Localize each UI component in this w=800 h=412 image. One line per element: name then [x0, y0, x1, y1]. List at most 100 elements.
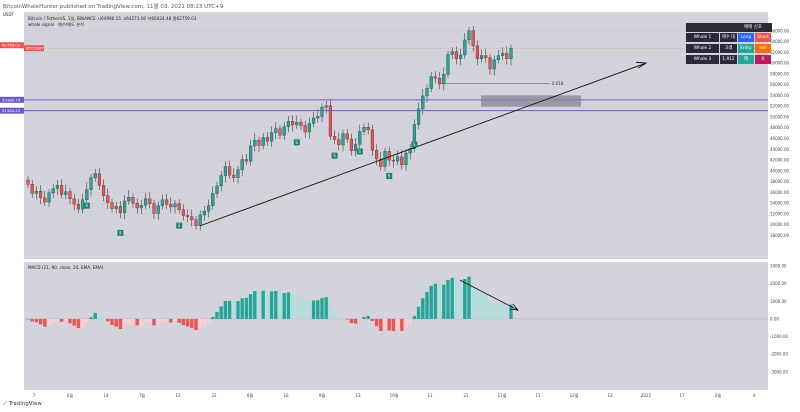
- candle: [505, 46, 509, 65]
- macd-bar: [59, 318, 64, 322]
- lower-zone-tag: 51164.20: [0, 107, 24, 114]
- signal-marker: S: [331, 152, 338, 159]
- x-axis-tick: 6월: [67, 392, 74, 398]
- candle: [215, 182, 219, 199]
- candle: [391, 154, 395, 168]
- macd-legend: MACD (21, 90, close, 24, EMA, EMA): [28, 265, 104, 270]
- candle: [135, 198, 139, 214]
- candle: [110, 198, 114, 213]
- macd-bar: [496, 303, 501, 319]
- candle: [144, 192, 148, 210]
- candle: [240, 154, 244, 177]
- macd-bar: [47, 318, 51, 326]
- candle: [236, 165, 240, 184]
- candle: [253, 133, 257, 152]
- macd-bar: [135, 318, 139, 326]
- macd-bar: [425, 291, 429, 319]
- macd-bar: [148, 318, 152, 323]
- macd-bar: [223, 300, 228, 319]
- candle: [354, 138, 358, 157]
- candle: [333, 130, 337, 145]
- macd-bar: [43, 318, 47, 327]
- macd-bar: [366, 315, 370, 319]
- x-axis-tick: 14: [103, 393, 109, 398]
- price-axis-tick: 38000.00: [770, 179, 790, 184]
- macd-bar: [467, 276, 471, 319]
- macd-bar: [68, 318, 72, 324]
- candle: [349, 133, 353, 156]
- price-axis-tick: 50000.00: [770, 114, 790, 119]
- svg-text:S: S: [178, 223, 181, 228]
- svg-text:BTCUSDT: BTCUSDT: [26, 46, 44, 51]
- price-legend: Bitcoin / TetherUS, 1일, BINANCE 시64990.1…: [28, 16, 197, 21]
- candle: [173, 199, 177, 214]
- x-axis-tick: 22: [211, 393, 217, 398]
- candle: [249, 139, 253, 166]
- macd-bar: [190, 318, 194, 328]
- candle: [219, 171, 223, 192]
- macd-bar: [345, 318, 349, 320]
- signal-marker: S: [356, 148, 363, 155]
- macd-bar: [311, 300, 316, 319]
- macd-bar: [253, 291, 257, 319]
- candle: [328, 100, 332, 141]
- macd-bar: [26, 318, 30, 320]
- price-axis-tick: 32000.00: [770, 211, 790, 216]
- candle: [282, 122, 286, 140]
- candle: [358, 124, 362, 151]
- macd-bar: [387, 318, 391, 331]
- candle: [484, 48, 488, 63]
- macd-bar: [475, 287, 480, 319]
- candle: [404, 149, 408, 171]
- macd-axis-tick: -3000.00: [770, 369, 788, 374]
- candle: [366, 122, 370, 135]
- svg-text:S: S: [119, 230, 122, 235]
- candle: [337, 132, 341, 151]
- candle: [186, 209, 190, 223]
- candle: [232, 168, 236, 183]
- candle: [47, 189, 51, 207]
- x-axis-tick: 12: [175, 393, 181, 398]
- macd-bar: [299, 296, 303, 319]
- macd-arrowhead: [509, 303, 519, 311]
- candle: [97, 168, 101, 191]
- trend-arrowhead: [635, 61, 648, 69]
- candle: [446, 50, 450, 79]
- price-axis-tick: 42000.00: [770, 158, 790, 163]
- x-axis-tick: 13: [355, 393, 361, 398]
- whale-action: 숏: [755, 55, 771, 64]
- macd-bar: [202, 318, 207, 326]
- candle: [471, 26, 475, 52]
- candle: [177, 199, 181, 214]
- candle: [123, 194, 127, 220]
- macd-bar: [93, 312, 97, 319]
- signal-marker: S: [117, 229, 124, 236]
- candle: [156, 201, 160, 220]
- candle: [501, 47, 505, 61]
- macd-bar: [358, 318, 362, 321]
- candle: [244, 154, 248, 165]
- macd-bar: [139, 318, 144, 326]
- signal-marker: S: [411, 141, 418, 148]
- macd-bar: [295, 294, 299, 319]
- candle: [26, 176, 30, 189]
- candle: [454, 46, 458, 65]
- macd-bar: [97, 313, 102, 319]
- svg-text:53180.79: 53180.79: [2, 97, 21, 102]
- macd-bar: [437, 285, 442, 319]
- candle: [207, 199, 211, 218]
- price-axis-tick: 40000.00: [770, 168, 790, 173]
- macd-bar: [265, 292, 270, 319]
- svg-text:S: S: [85, 203, 88, 208]
- macd-bar: [206, 318, 211, 323]
- macd-bar: [219, 306, 223, 319]
- candle: [265, 132, 269, 146]
- macd-bar: [261, 290, 265, 319]
- candle: [387, 146, 391, 166]
- macd-bar: [80, 318, 85, 327]
- candle: [43, 190, 47, 206]
- candle: [148, 191, 152, 209]
- candle: [211, 186, 215, 210]
- candle: [165, 193, 169, 209]
- signal-marker: S: [83, 202, 90, 209]
